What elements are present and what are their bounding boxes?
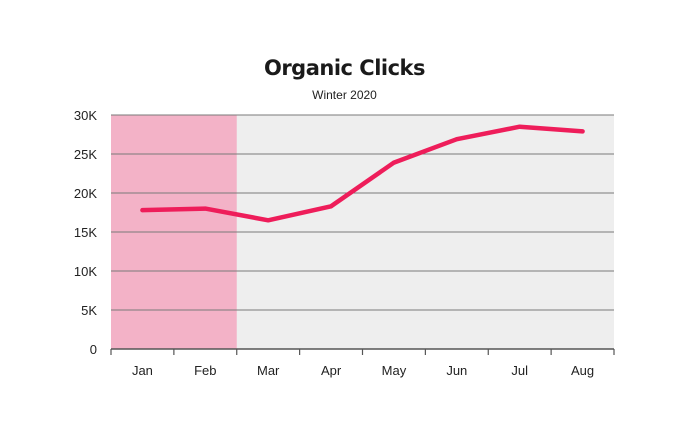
y-tick-label: 0	[90, 342, 97, 357]
x-tick-label: Jun	[446, 363, 467, 378]
y-tick-label: 5K	[81, 303, 97, 318]
x-tick-label: Apr	[321, 363, 342, 378]
data-point	[140, 208, 145, 213]
y-tick-label: 15K	[74, 225, 97, 240]
x-tick-label: May	[382, 363, 407, 378]
data-point	[329, 204, 334, 209]
y-tick-label: 30K	[74, 108, 97, 123]
y-tick-label: 25K	[74, 147, 97, 162]
data-point	[517, 124, 522, 129]
y-tick-label: 20K	[74, 186, 97, 201]
x-tick-label: Jul	[511, 363, 528, 378]
data-point	[454, 137, 459, 142]
chart-subtitle: Winter 2020	[312, 88, 377, 102]
x-tick-label: Jan	[132, 363, 153, 378]
data-point	[203, 206, 208, 211]
data-point	[391, 160, 396, 165]
x-tick-label: Aug	[571, 363, 594, 378]
chart-title: Organic Clicks	[263, 56, 426, 80]
data-point	[266, 218, 271, 223]
y-tick-label: 10K	[74, 264, 97, 279]
series-line-0	[140, 124, 585, 223]
x-tick-label: Feb	[194, 363, 216, 378]
x-tick-label: Mar	[257, 363, 280, 378]
data-point	[580, 129, 585, 134]
